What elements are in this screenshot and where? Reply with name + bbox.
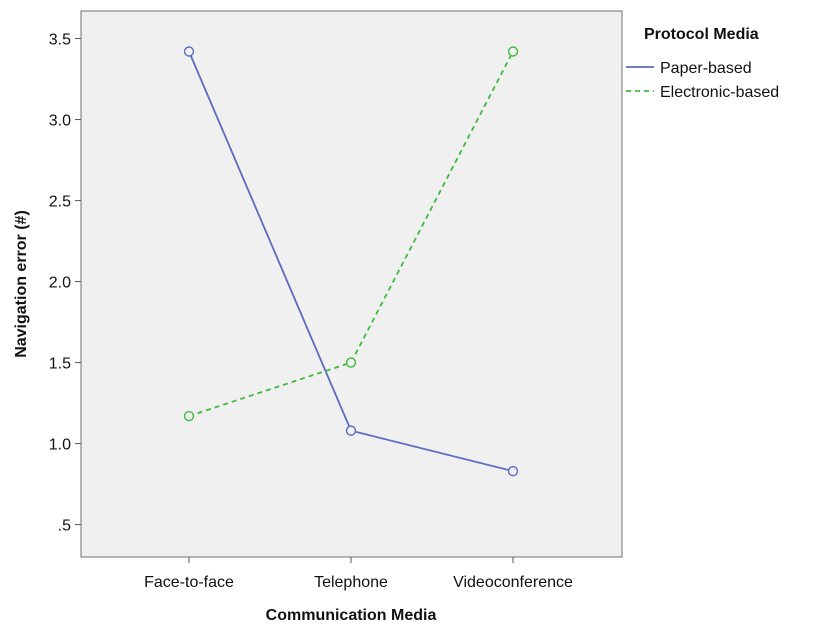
y-tick-label-3-5: 3.5 xyxy=(49,32,71,49)
plot-area xyxy=(80,10,623,558)
x-axis: Face-to-face Telephone Videoconference xyxy=(144,557,573,591)
point-electronic-based-face-to-face xyxy=(183,410,195,422)
point-paper-based-telephone xyxy=(345,425,357,436)
series-layer xyxy=(183,46,519,477)
point-paper-based-videoconference xyxy=(507,465,519,477)
x-tick-label-face-to-face: Face-to-face xyxy=(144,574,234,591)
x-tick-label-videoconference: Videoconference xyxy=(453,574,573,591)
legend-label-electronic-based: Electronic-based xyxy=(660,84,779,101)
y-axis-title: Navigation error (#) xyxy=(13,210,30,358)
y-tick-label-5: .5 xyxy=(58,518,71,535)
point-electronic-based-telephone xyxy=(345,357,357,368)
x-tick-label-telephone: Telephone xyxy=(314,574,388,591)
y-tick-label-2-5: 2.5 xyxy=(49,194,71,211)
legend-title: Protocol Media xyxy=(644,26,759,43)
legend: Protocol Media Paper-based Electronic-ba… xyxy=(626,26,779,101)
x-axis-title: Communication Media xyxy=(266,607,437,624)
y-axis: 3.5 3.0 2.5 2.0 1.5 1.0 .5 xyxy=(49,32,81,535)
y-tick-label-3-0: 3.0 xyxy=(49,113,71,130)
point-electronic-based-videoconference xyxy=(507,46,519,57)
y-tick-label-2-0: 2.0 xyxy=(49,275,71,292)
y-tick-label-1-5: 1.5 xyxy=(49,356,71,373)
legend-label-paper-based: Paper-based xyxy=(660,60,752,77)
point-paper-based-face-to-face xyxy=(183,46,195,57)
y-tick-label-1-0: 1.0 xyxy=(49,437,71,454)
series-line-electronic-based xyxy=(188,51,514,417)
